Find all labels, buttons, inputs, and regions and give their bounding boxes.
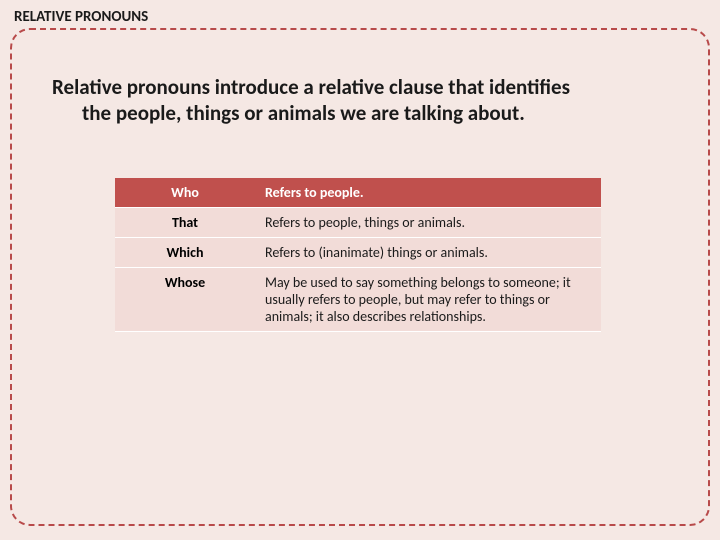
table-row: Who Refers to people. [115,178,601,208]
table-row: That Refers to people, things or animals… [115,208,601,238]
pronoun-cell: Whose [115,268,255,332]
pronoun-cell: Which [115,238,255,268]
intro-text: Relative pronouns introduce a relative c… [52,74,672,127]
intro-line-1: Relative pronouns introduce a relative c… [52,74,672,100]
description-cell: Refers to people, things or animals. [255,208,601,238]
pronoun-cell: Who [115,178,255,208]
description-cell: Refers to (inanimate) things or animals. [255,238,601,268]
description-cell: Refers to people. [255,178,601,208]
table-row: Which Refers to (inanimate) things or an… [115,238,601,268]
intro-line-2: the people, things or animals we are tal… [52,100,672,126]
table-row: Whose May be used to say something belon… [115,268,601,332]
pronoun-table: Who Refers to people. That Refers to peo… [115,178,601,332]
description-cell: May be used to say something belongs to … [255,268,601,332]
slide-title: RELATIVE PRONOUNS [14,8,148,26]
pronoun-cell: That [115,208,255,238]
